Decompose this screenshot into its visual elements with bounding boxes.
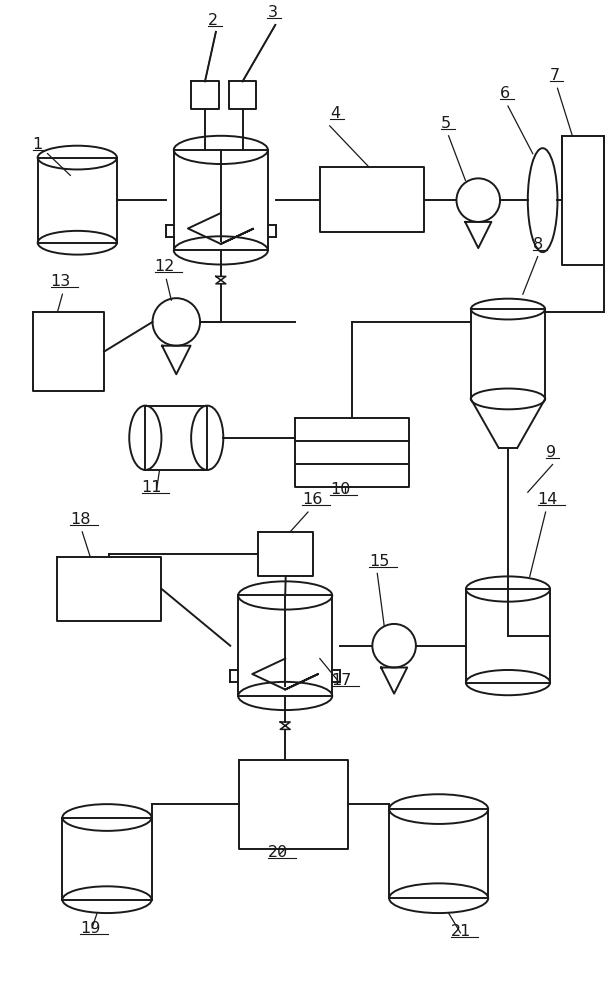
Text: 6: 6 — [500, 86, 510, 101]
Text: 17: 17 — [332, 673, 352, 688]
Text: 1: 1 — [33, 137, 43, 152]
Text: 10: 10 — [330, 482, 350, 497]
Text: 5: 5 — [441, 116, 451, 131]
Text: 15: 15 — [370, 554, 390, 569]
Text: 16: 16 — [302, 492, 323, 507]
Text: 18: 18 — [70, 512, 91, 527]
Text: 11: 11 — [142, 480, 162, 495]
Text: 9: 9 — [546, 445, 556, 460]
Text: 3: 3 — [268, 5, 277, 20]
Text: 12: 12 — [155, 259, 175, 274]
Text: 20: 20 — [268, 845, 288, 860]
Text: 19: 19 — [80, 921, 101, 936]
Text: 13: 13 — [51, 274, 71, 289]
Text: 21: 21 — [450, 924, 471, 939]
Text: 14: 14 — [538, 492, 558, 507]
Text: 2: 2 — [208, 13, 218, 28]
Text: 7: 7 — [549, 68, 560, 83]
Text: 4: 4 — [330, 106, 340, 121]
Text: 8: 8 — [533, 237, 543, 252]
